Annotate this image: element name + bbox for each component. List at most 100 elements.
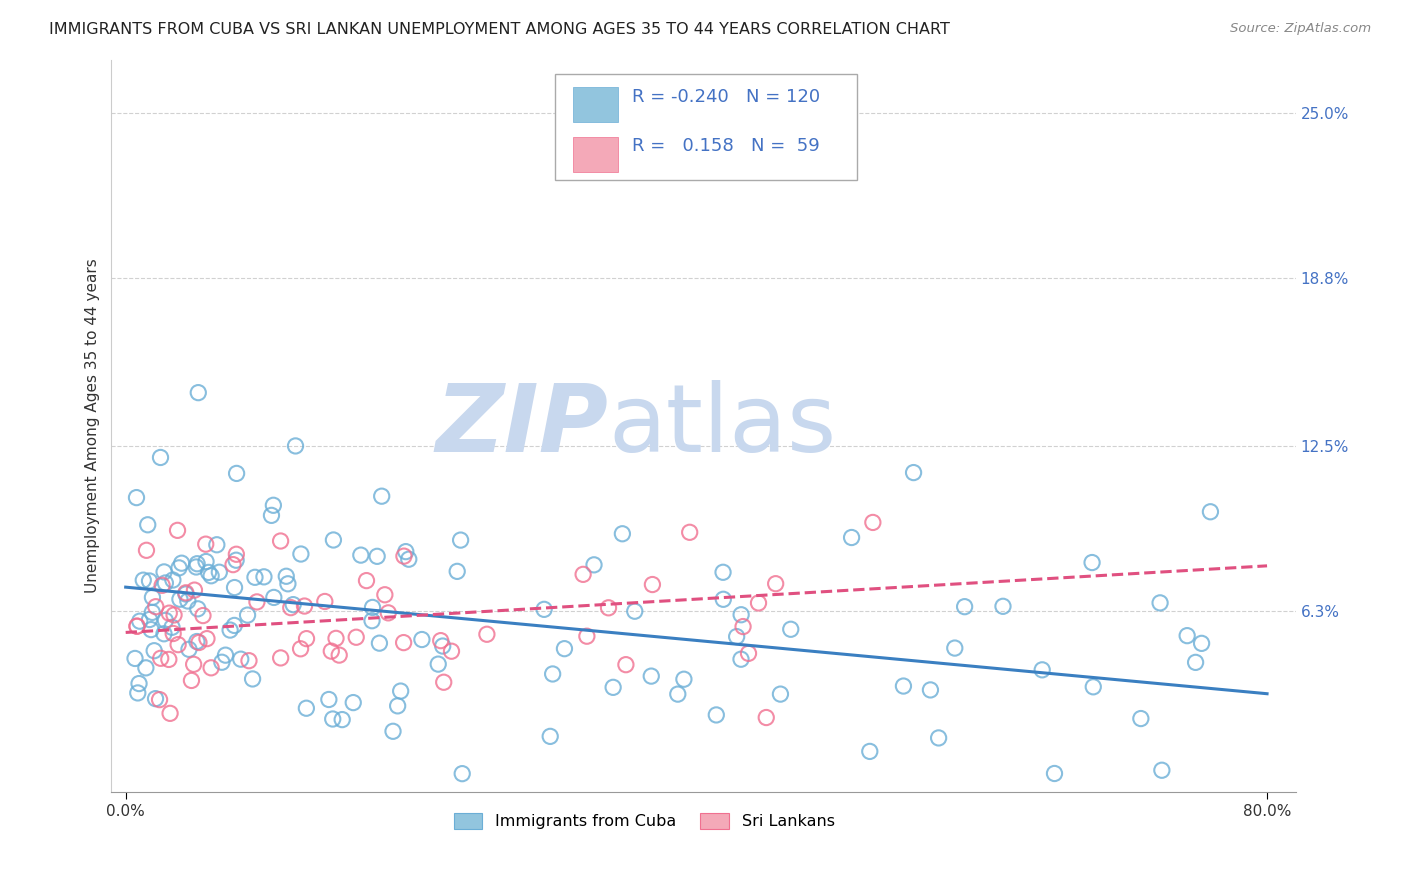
Point [132, 573, 155, 587]
Point [433, 675, 456, 690]
Point [136, 517, 159, 532]
Point [167, 638, 190, 652]
Point [246, 595, 269, 609]
Point [148, 692, 170, 706]
Point [730, 652, 752, 666]
Point [322, 533, 344, 547]
Point [387, 698, 409, 713]
Point [366, 549, 388, 564]
Point [1149, 596, 1171, 610]
Point [138, 613, 160, 627]
Point [769, 687, 792, 701]
Point [191, 608, 214, 623]
Point [183, 583, 205, 598]
Text: Source: ZipAtlas.com: Source: ZipAtlas.com [1230, 22, 1371, 36]
Point [214, 648, 236, 662]
Point [290, 547, 312, 561]
Point [290, 641, 312, 656]
Point [159, 706, 181, 721]
Point [1083, 680, 1105, 694]
Point [294, 599, 316, 613]
Point [382, 724, 405, 739]
Point [128, 614, 150, 628]
Point [730, 607, 752, 622]
Point [224, 581, 246, 595]
Point [270, 534, 292, 549]
Point [145, 691, 167, 706]
Point [427, 657, 450, 672]
Point [731, 619, 754, 633]
Point [200, 568, 222, 582]
Point [195, 555, 218, 569]
Point [225, 553, 247, 567]
Point [321, 644, 343, 658]
Point [124, 651, 146, 665]
Point [157, 606, 180, 620]
Point [276, 569, 298, 583]
Point [188, 635, 211, 649]
Point [186, 557, 208, 571]
Point [162, 626, 184, 640]
Point [135, 661, 157, 675]
Bar [574, 136, 619, 172]
Point [841, 531, 863, 545]
Legend: Immigrants from Cuba, Sri Lankans: Immigrants from Cuba, Sri Lankans [447, 806, 841, 836]
Point [704, 707, 727, 722]
Point [429, 633, 451, 648]
Point [395, 544, 418, 558]
Point [440, 644, 463, 658]
Point [145, 599, 167, 614]
Point [711, 566, 734, 580]
Point [170, 556, 193, 570]
Point [139, 623, 162, 637]
Point [920, 682, 942, 697]
Point [295, 632, 318, 646]
Point [277, 576, 299, 591]
Point [623, 604, 645, 618]
Point [342, 696, 364, 710]
Point [162, 573, 184, 587]
Point [138, 574, 160, 588]
Point [679, 525, 702, 540]
Point [153, 627, 176, 641]
Point [541, 667, 564, 681]
Point [180, 673, 202, 688]
Point [325, 632, 347, 646]
Point [236, 608, 259, 623]
Point [174, 586, 197, 600]
Point [211, 655, 233, 669]
Point [779, 622, 801, 636]
Point [893, 679, 915, 693]
Point [991, 599, 1014, 614]
Point [640, 669, 662, 683]
Point [167, 561, 190, 575]
Bar [574, 87, 619, 122]
Point [411, 632, 433, 647]
Point [368, 636, 391, 650]
Point [125, 619, 148, 633]
Point [328, 648, 350, 662]
Point [225, 467, 247, 481]
Point [553, 641, 575, 656]
Point [295, 701, 318, 715]
Point [1199, 505, 1222, 519]
Point [125, 491, 148, 505]
Point [737, 646, 759, 660]
Point [253, 570, 276, 584]
Point [432, 639, 454, 653]
Point [166, 524, 188, 538]
Point [859, 744, 882, 758]
Point [263, 591, 285, 605]
Point [205, 538, 228, 552]
Point [862, 516, 884, 530]
Point [243, 570, 266, 584]
Point [219, 623, 242, 637]
Point [389, 684, 412, 698]
Point [903, 466, 925, 480]
Point [450, 533, 472, 547]
Point [314, 594, 336, 608]
Point [943, 641, 966, 656]
Point [602, 681, 624, 695]
Point [330, 713, 353, 727]
Point [125, 619, 148, 633]
